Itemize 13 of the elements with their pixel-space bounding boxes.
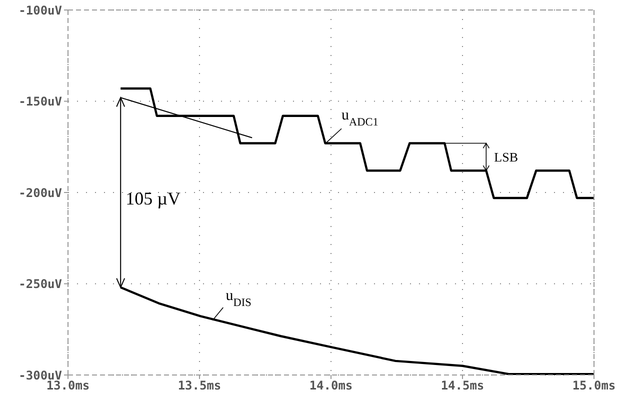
annotation: LSB bbox=[494, 150, 518, 165]
y-tick-label: -250uV bbox=[18, 277, 62, 292]
x-tick-label: 14.5ms bbox=[440, 378, 484, 393]
y-tick-label: -200uV bbox=[18, 186, 62, 200]
series-label: u$_{DIS}$ bbox=[226, 288, 252, 310]
x-tick-label: 14.0ms bbox=[309, 378, 353, 393]
x-tick-label: 15.0ms bbox=[572, 378, 616, 393]
x-tick-label: 13.5ms bbox=[178, 378, 222, 393]
y-tick-label: -150uV bbox=[18, 94, 62, 109]
annotation: 105 µV bbox=[126, 188, 180, 208]
y-tick-label: -100uV bbox=[18, 3, 62, 18]
series-label: u$_{ADC1}$ bbox=[342, 108, 378, 128]
x-tick-label: 13.0ms bbox=[46, 378, 90, 393]
